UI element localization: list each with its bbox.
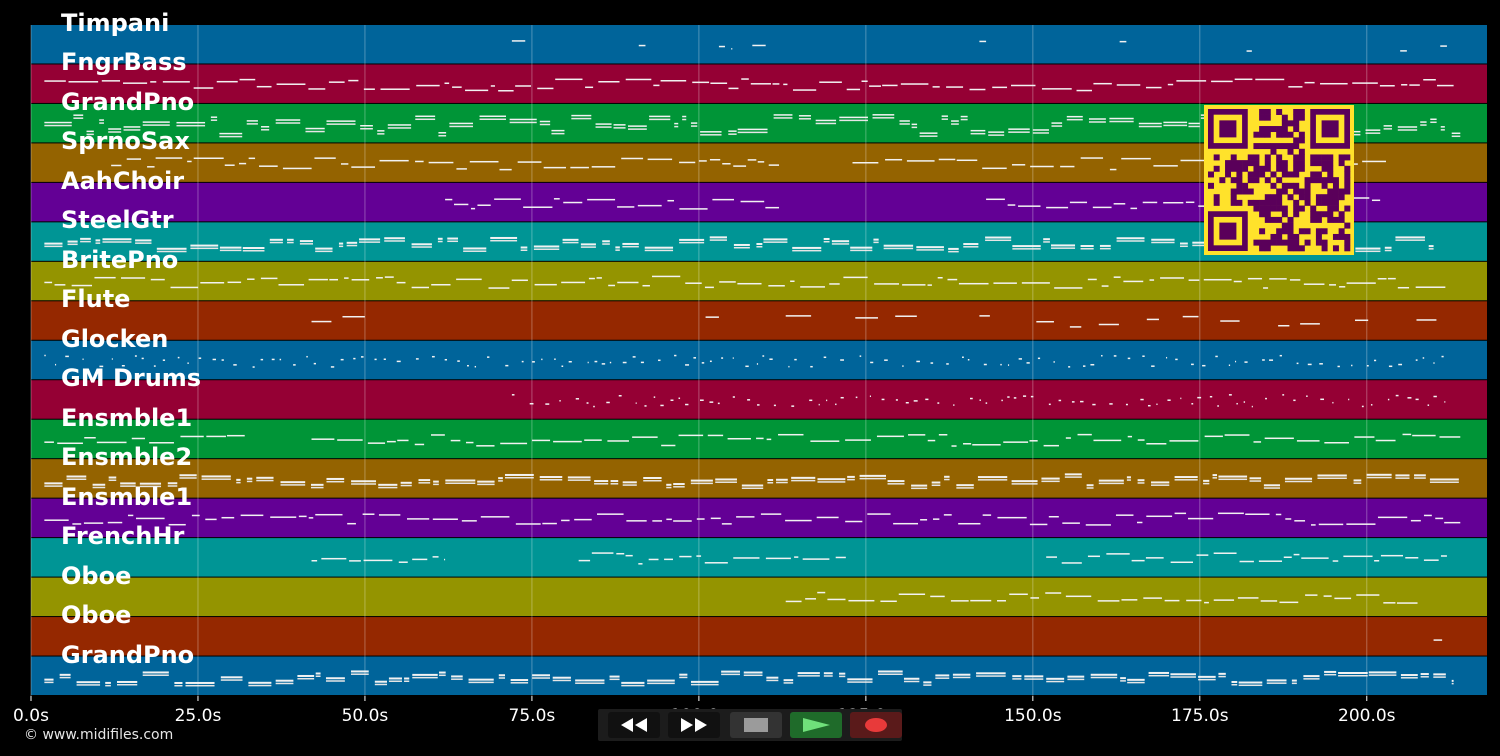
copyright-text: © www.midifiles.com: [24, 727, 174, 743]
track-notes: [311, 315, 1437, 328]
track-notes: [44, 473, 1459, 490]
track-notes: [511, 394, 1446, 408]
tick-label: 150.0s: [1004, 706, 1062, 726]
track-label: Timpani: [61, 9, 170, 37]
track-notes: [44, 78, 1454, 92]
tick-label: 25.0s: [174, 706, 222, 726]
track-label: Ensmble1: [61, 403, 193, 432]
tick-label: 50.0s: [341, 706, 389, 726]
play-button[interactable]: [790, 712, 842, 738]
track-notes: [44, 275, 1446, 289]
tick-label: 75.0s: [508, 706, 556, 726]
track-label: SprnoSax: [61, 127, 190, 156]
track-band: [31, 380, 1487, 419]
track-label: Glocken: [61, 324, 169, 353]
track-label: BritePno: [61, 245, 179, 274]
track-band: [31, 261, 1487, 301]
track-label: GM Drums: [61, 364, 202, 393]
record-button[interactable]: [850, 712, 902, 738]
fast-forward-icon: [681, 718, 707, 732]
track-band: [31, 340, 1487, 380]
track-band: [31, 25, 1487, 64]
tick-label: 0.0s: [13, 706, 49, 726]
track-label: Ensmble1: [61, 482, 193, 511]
track-band: [31, 301, 1487, 340]
rewind-button[interactable]: [608, 712, 660, 738]
track-notes: [44, 433, 1461, 447]
track-label: Oboe: [61, 561, 132, 590]
track-notes: [44, 354, 1444, 368]
track-label: Oboe: [61, 601, 132, 630]
track-label: GrandPno: [61, 87, 195, 116]
track-band: [31, 577, 1487, 617]
track-label: AahChoir: [61, 166, 185, 195]
track-notes: [111, 157, 1387, 171]
tick-label: 200.0s: [1338, 706, 1396, 726]
rewind-icon: [621, 718, 647, 732]
track-label: SteelGtr: [61, 206, 174, 235]
track-label: FrenchHr: [61, 522, 185, 551]
fast-forward-button[interactable]: [668, 712, 720, 738]
track-notes: [1433, 639, 1443, 641]
track-notes: [511, 40, 1447, 52]
play-icon: [803, 718, 830, 732]
track-notes: [44, 512, 1461, 526]
track-label: Flute: [61, 285, 131, 314]
track-label: FngrBass: [61, 48, 187, 77]
track-band: [31, 498, 1487, 538]
stop-icon: [744, 718, 768, 732]
qr-code: [1204, 105, 1354, 255]
track-notes: [311, 552, 1447, 565]
tick-label: 175.0s: [1171, 706, 1229, 726]
track-notes: [44, 670, 1454, 687]
stop-button[interactable]: [730, 712, 782, 738]
track-label: Ensmble2: [61, 443, 193, 472]
record-icon: [865, 718, 887, 732]
track-band: [31, 617, 1487, 656]
track-band: [31, 459, 1487, 498]
track-notes: [785, 591, 1418, 604]
track-label: GrandPno: [61, 640, 195, 669]
transport-bar: [598, 709, 902, 741]
